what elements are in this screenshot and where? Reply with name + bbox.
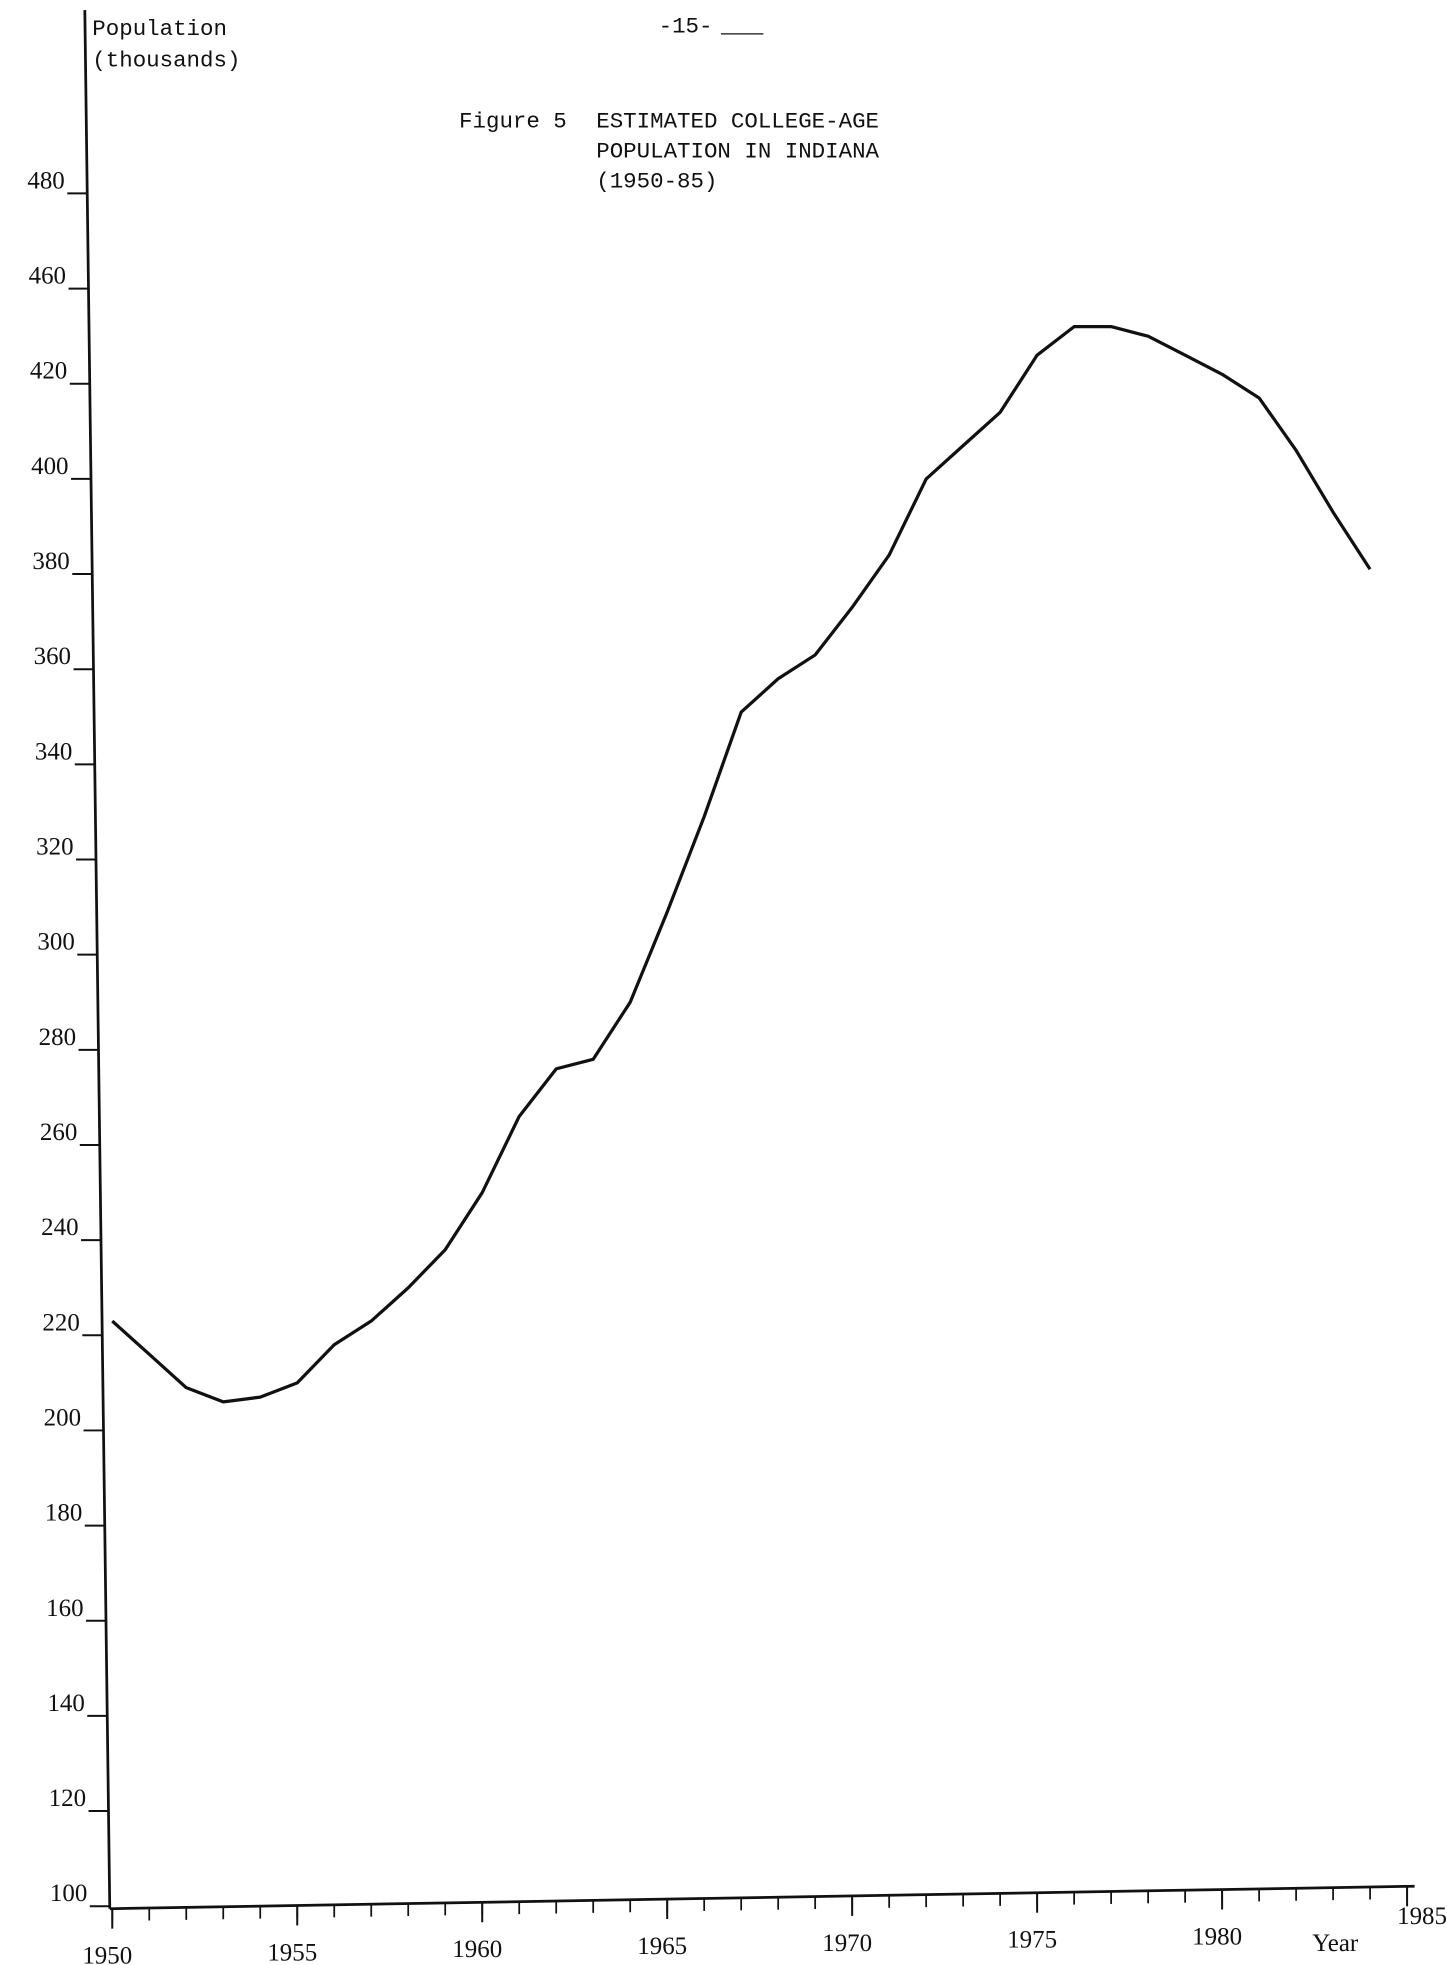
y-tick-label: 360 <box>34 643 71 670</box>
x-tick-label: 1960 <box>452 1936 502 1963</box>
y-tick-label: 420 <box>30 358 67 385</box>
y-tick-label: 220 <box>42 1309 79 1336</box>
data-line <box>111 324 1372 1404</box>
y-tick-label: 140 <box>47 1690 84 1717</box>
y-tick-label: 320 <box>36 834 73 861</box>
y-tick-label: 400 <box>31 453 68 480</box>
figure-label: Figure 5 <box>459 108 567 134</box>
y-tick-label: 240 <box>41 1214 78 1241</box>
y-label-line: (thousands) <box>92 47 240 73</box>
x-tick-label: 1980 <box>1192 1923 1242 1950</box>
page-number: -15- <box>659 14 713 40</box>
x-tick-label: 1985 <box>1397 1903 1447 1930</box>
y-tick-label: 120 <box>49 1785 86 1812</box>
x-axis-label: Year <box>1312 1930 1359 1957</box>
y-axis <box>83 10 112 1909</box>
y-tick-label: 460 <box>29 263 66 290</box>
y-tick-label: 160 <box>46 1595 83 1622</box>
y-tick-label: 180 <box>45 1500 82 1527</box>
x-tick-label: 1950 <box>82 1943 132 1965</box>
x-tick-label: 1970 <box>822 1930 872 1957</box>
chart-title: ESTIMATED COLLEGE-AGE <box>596 108 879 134</box>
chart-title: (1950-85) <box>596 168 717 194</box>
y-tick-label: 480 <box>27 167 64 194</box>
y-tick-label: 200 <box>44 1404 81 1431</box>
x-tick-label: 1975 <box>1007 1927 1057 1954</box>
y-label-line: Population <box>92 16 227 42</box>
x-tick-label: 1965 <box>637 1933 687 1960</box>
x-tick-label: 1955 <box>267 1939 317 1965</box>
y-tick-label: 380 <box>32 548 69 575</box>
y-tick-label: 340 <box>35 738 72 765</box>
x-axis <box>109 1884 1415 1911</box>
y-tick-label: 280 <box>39 1024 76 1051</box>
y-tick-label: 100 <box>50 1880 87 1907</box>
y-tick-label: 300 <box>37 929 74 956</box>
chart-title: POPULATION IN INDIANA <box>596 138 879 164</box>
y-tick-label: 260 <box>40 1119 77 1146</box>
